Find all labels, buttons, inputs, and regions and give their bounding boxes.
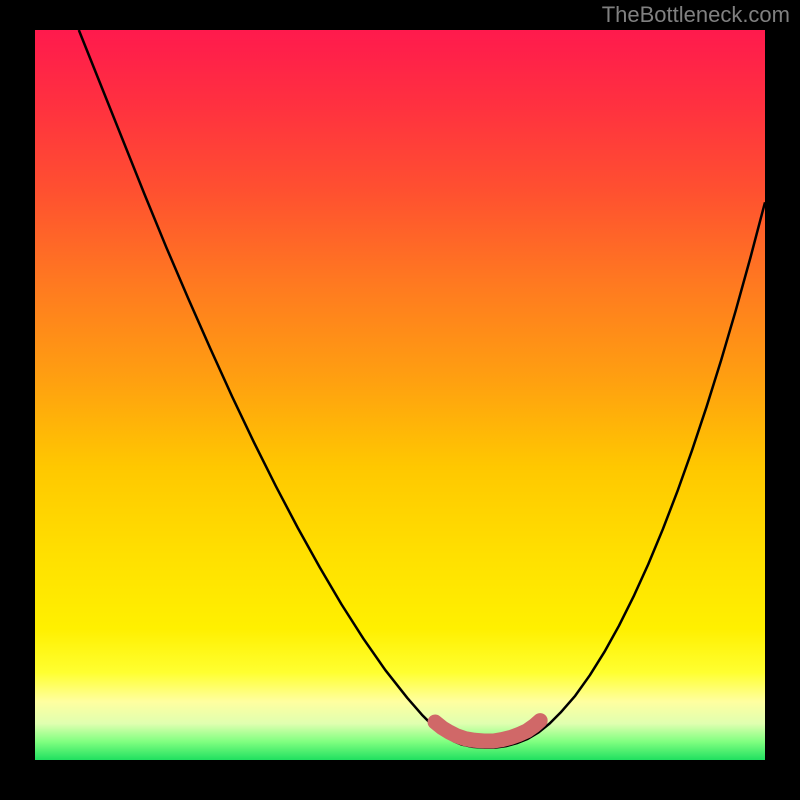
chart-canvas: TheBottleneck.com: [0, 0, 800, 800]
watermark-text: TheBottleneck.com: [602, 2, 790, 27]
plot-background: [35, 30, 765, 760]
